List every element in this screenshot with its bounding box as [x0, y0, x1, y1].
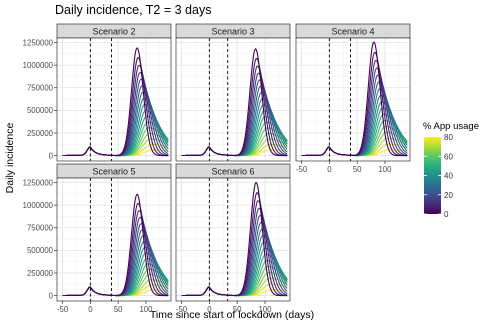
facet-panel: Scenario 3	[175, 23, 291, 162]
y-tick-label: 0	[49, 291, 54, 300]
panel-background	[176, 38, 290, 161]
facet-label: Scenario 3	[211, 27, 254, 37]
facet-panel: Scenario 6 -50 0 50 100	[175, 163, 291, 314]
panel-background	[57, 38, 171, 161]
x-tick-label: 100	[139, 305, 153, 314]
x-tick-label: 50	[353, 165, 362, 174]
legend-tick-label: 60	[444, 152, 453, 161]
legend: % App usage 80 60 40 20 0	[423, 121, 479, 219]
x-axis-label: Time since start of lockdown (days)	[150, 309, 314, 321]
x-tick-label: -50	[296, 165, 308, 174]
facet-label: Scenario 5	[92, 167, 135, 177]
x-tick-label: -50	[176, 305, 188, 314]
y-axis-label: Daily incidence	[4, 123, 16, 194]
x-tick-label: 0	[88, 305, 93, 314]
facet-panels: Scenario 2025000050000075000010000001250…	[23, 23, 411, 314]
x-tick-label: 50	[114, 305, 123, 314]
facet-panel: Scenario 4 -50 0 50 100	[295, 23, 411, 174]
facet-label: Scenario 2	[92, 27, 135, 37]
x-tick-label: 0	[207, 305, 212, 314]
series-line	[62, 47, 169, 157]
y-tick-label: 0	[49, 151, 54, 160]
x-tick-label: 100	[378, 165, 392, 174]
y-tick-label: 1000000	[23, 61, 54, 70]
panel-background	[57, 178, 171, 301]
legend-tick-label: 40	[444, 172, 453, 181]
y-tick-label: 500000	[27, 246, 54, 255]
facet-panel: Scenario 5 0 250000 500000 750000 1000000 1250…	[23, 163, 172, 314]
panel-border	[175, 177, 291, 302]
legend-tick-label: 0	[444, 210, 449, 219]
x-tick-label: 50	[233, 305, 242, 314]
x-tick-label: -50	[57, 305, 69, 314]
y-tick-label: 500000	[27, 106, 54, 115]
chart-title: Daily incidence, T2 = 3 days	[55, 3, 211, 17]
legend-tick-label: 80	[444, 133, 453, 142]
series-line	[62, 193, 169, 297]
facet-panel: Scenario 2 0 250000 500000 750000 1000000 1250…	[23, 23, 172, 162]
series-line	[181, 48, 288, 157]
panel-border	[56, 37, 172, 162]
y-tick-label: 1250000	[23, 178, 54, 187]
y-tick-label: 750000	[27, 84, 54, 93]
legend-ticks: 80 60 40 20 0	[424, 133, 453, 219]
facet-label: Scenario 6	[211, 167, 254, 177]
facet-label: Scenario 4	[331, 27, 374, 37]
panel-background	[296, 38, 410, 161]
panel-border	[295, 37, 411, 162]
y-tick-label: 1000000	[23, 201, 54, 210]
x-tick-label: 0	[327, 165, 332, 174]
y-tick-label: 250000	[27, 269, 54, 278]
y-tick-label: 750000	[27, 224, 54, 233]
series-line	[181, 181, 288, 297]
series-line	[301, 41, 408, 157]
x-tick-label: 100	[258, 305, 272, 314]
panel-background	[176, 178, 290, 301]
legend-title: % App usage	[423, 121, 479, 132]
y-tick-label: 1250000	[23, 38, 54, 47]
y-tick-label: 250000	[27, 129, 54, 138]
panel-border	[56, 177, 172, 302]
legend-tick-label: 20	[444, 191, 453, 200]
panel-border	[175, 37, 291, 162]
legend-colorbar	[424, 137, 441, 214]
